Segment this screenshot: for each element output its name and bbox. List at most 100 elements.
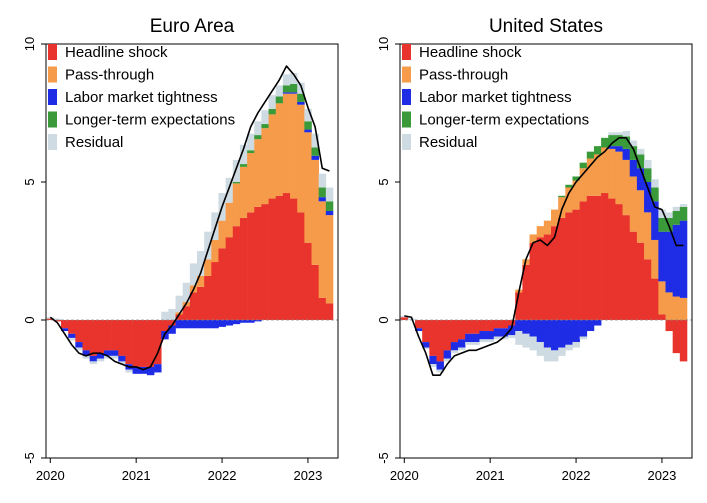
bar-headline-shock xyxy=(515,292,523,320)
bar-pass-through xyxy=(261,128,269,205)
bar-labor-market-tightness xyxy=(679,220,688,298)
bar-residual xyxy=(325,187,334,202)
bar-residual xyxy=(436,369,444,373)
bar-labor-market-tightness xyxy=(218,320,226,327)
bar-labor-market-tightness xyxy=(247,320,255,323)
bar-residual xyxy=(204,231,212,260)
bar-longer-term-expectations xyxy=(268,108,277,115)
bar-labor-market-tightness xyxy=(311,155,319,160)
bar-pass-through xyxy=(311,159,319,265)
bar-labor-market-tightness xyxy=(479,331,487,340)
bar-headline-shock xyxy=(161,320,169,332)
bar-labor-market-tightness xyxy=(204,320,212,329)
bar-labor-market-tightness xyxy=(472,333,480,343)
bar-labor-market-tightness xyxy=(75,342,83,348)
bar-pass-through xyxy=(225,202,234,238)
bar-residual xyxy=(53,318,62,320)
bar-labor-market-tightness xyxy=(572,320,580,343)
bar-headline-shock xyxy=(443,320,452,351)
bar-headline-shock xyxy=(68,320,76,334)
bar-labor-market-tightness xyxy=(636,168,645,191)
bar-headline-shock xyxy=(651,278,659,320)
bar-labor-market-tightness xyxy=(254,320,262,322)
bar-labor-market-tightness xyxy=(551,320,559,351)
bar-headline-shock xyxy=(665,320,673,332)
legend-swatch-labor-market-tightness xyxy=(48,89,57,105)
x-tick-label: 2022 xyxy=(562,468,591,483)
bar-residual xyxy=(275,85,284,97)
bar-headline-shock xyxy=(261,204,269,320)
plot-frame xyxy=(399,43,693,459)
bar-labor-market-tightness xyxy=(111,350,119,356)
bar-headline-shock xyxy=(615,204,623,320)
bar-labor-market-tightness xyxy=(457,339,466,348)
bar-pass-through xyxy=(275,103,284,196)
bar-headline-shock xyxy=(529,242,537,320)
legend-label-headline-shock: Headline shock xyxy=(65,44,168,61)
bar-pass-through xyxy=(622,159,631,216)
bar-residual xyxy=(665,212,673,218)
y-tick-label: 10 xyxy=(22,37,37,51)
bar-residual xyxy=(629,140,638,147)
bars-group xyxy=(46,72,334,376)
bar-labor-market-tightness xyxy=(415,328,423,332)
bar-headline-shock xyxy=(182,306,191,320)
bar-headline-shock xyxy=(400,317,409,320)
bar-labor-market-tightness xyxy=(665,231,673,293)
bar-pass-through xyxy=(325,215,334,304)
bar-headline-shock xyxy=(53,320,62,322)
bar-labor-market-tightness xyxy=(297,101,305,105)
bar-headline-shock xyxy=(297,212,305,320)
bar-labor-market-tightness xyxy=(586,320,595,332)
bar-pass-through xyxy=(297,104,305,213)
bar-labor-market-tightness xyxy=(304,129,312,133)
bar-longer-term-expectations xyxy=(579,162,588,169)
bar-longer-term-expectations xyxy=(261,124,269,129)
bar-labor-market-tightness xyxy=(154,364,162,373)
legend-label-labor-market-tightness: Labor market tightness xyxy=(65,89,218,106)
bar-longer-term-expectations xyxy=(672,210,681,225)
legend-swatch-residual xyxy=(48,134,57,150)
bar-headline-shock xyxy=(558,217,566,320)
bar-headline-shock xyxy=(508,320,516,326)
bar-labor-market-tightness xyxy=(96,353,105,359)
legend-swatch-headline-shock xyxy=(402,44,411,60)
bar-residual xyxy=(543,347,552,362)
bar-residual xyxy=(651,179,659,188)
bar-headline-shock xyxy=(197,286,205,320)
bar-residual xyxy=(125,369,133,373)
bar-labor-market-tightness xyxy=(68,333,76,338)
bar-residual xyxy=(551,350,559,362)
bar-pass-through xyxy=(644,212,652,260)
bar-labor-market-tightness xyxy=(175,320,183,329)
bar-residual xyxy=(508,335,516,338)
bar-headline-shock xyxy=(225,237,234,320)
bar-longer-term-expectations xyxy=(311,147,319,156)
bar-residual xyxy=(529,336,537,351)
chart-panel-euro-area: Euro Area -5 0 5 10 2020 2021 2022 2023 Headline … xyxy=(22,16,339,483)
bar-pass-through xyxy=(651,239,659,279)
bar-residual xyxy=(182,282,191,303)
bar-headline-shock xyxy=(593,195,602,320)
x-tick-label: 2023 xyxy=(647,468,676,483)
y-tick-label: 5 xyxy=(376,178,391,185)
bar-pass-through xyxy=(586,158,595,196)
bar-headline-shock xyxy=(304,242,312,320)
bar-labor-market-tightness xyxy=(608,146,616,149)
y-tick-label: -5 xyxy=(22,452,37,464)
bar-labor-market-tightness xyxy=(486,331,495,340)
bar-headline-shock xyxy=(125,320,133,365)
bar-residual xyxy=(232,159,241,182)
bar-labor-market-tightness xyxy=(189,320,198,329)
bar-residual xyxy=(479,339,487,343)
bar-headline-shock xyxy=(139,320,148,367)
bar-labor-market-tightness xyxy=(500,328,509,337)
bar-labor-market-tightness xyxy=(182,320,191,329)
bar-residual xyxy=(493,336,502,340)
bar-labor-market-tightness xyxy=(168,325,176,334)
bar-residual xyxy=(615,132,623,136)
bar-longer-term-expectations xyxy=(644,168,652,182)
bar-labor-market-tightness xyxy=(493,328,502,337)
bar-headline-shock xyxy=(211,262,219,320)
